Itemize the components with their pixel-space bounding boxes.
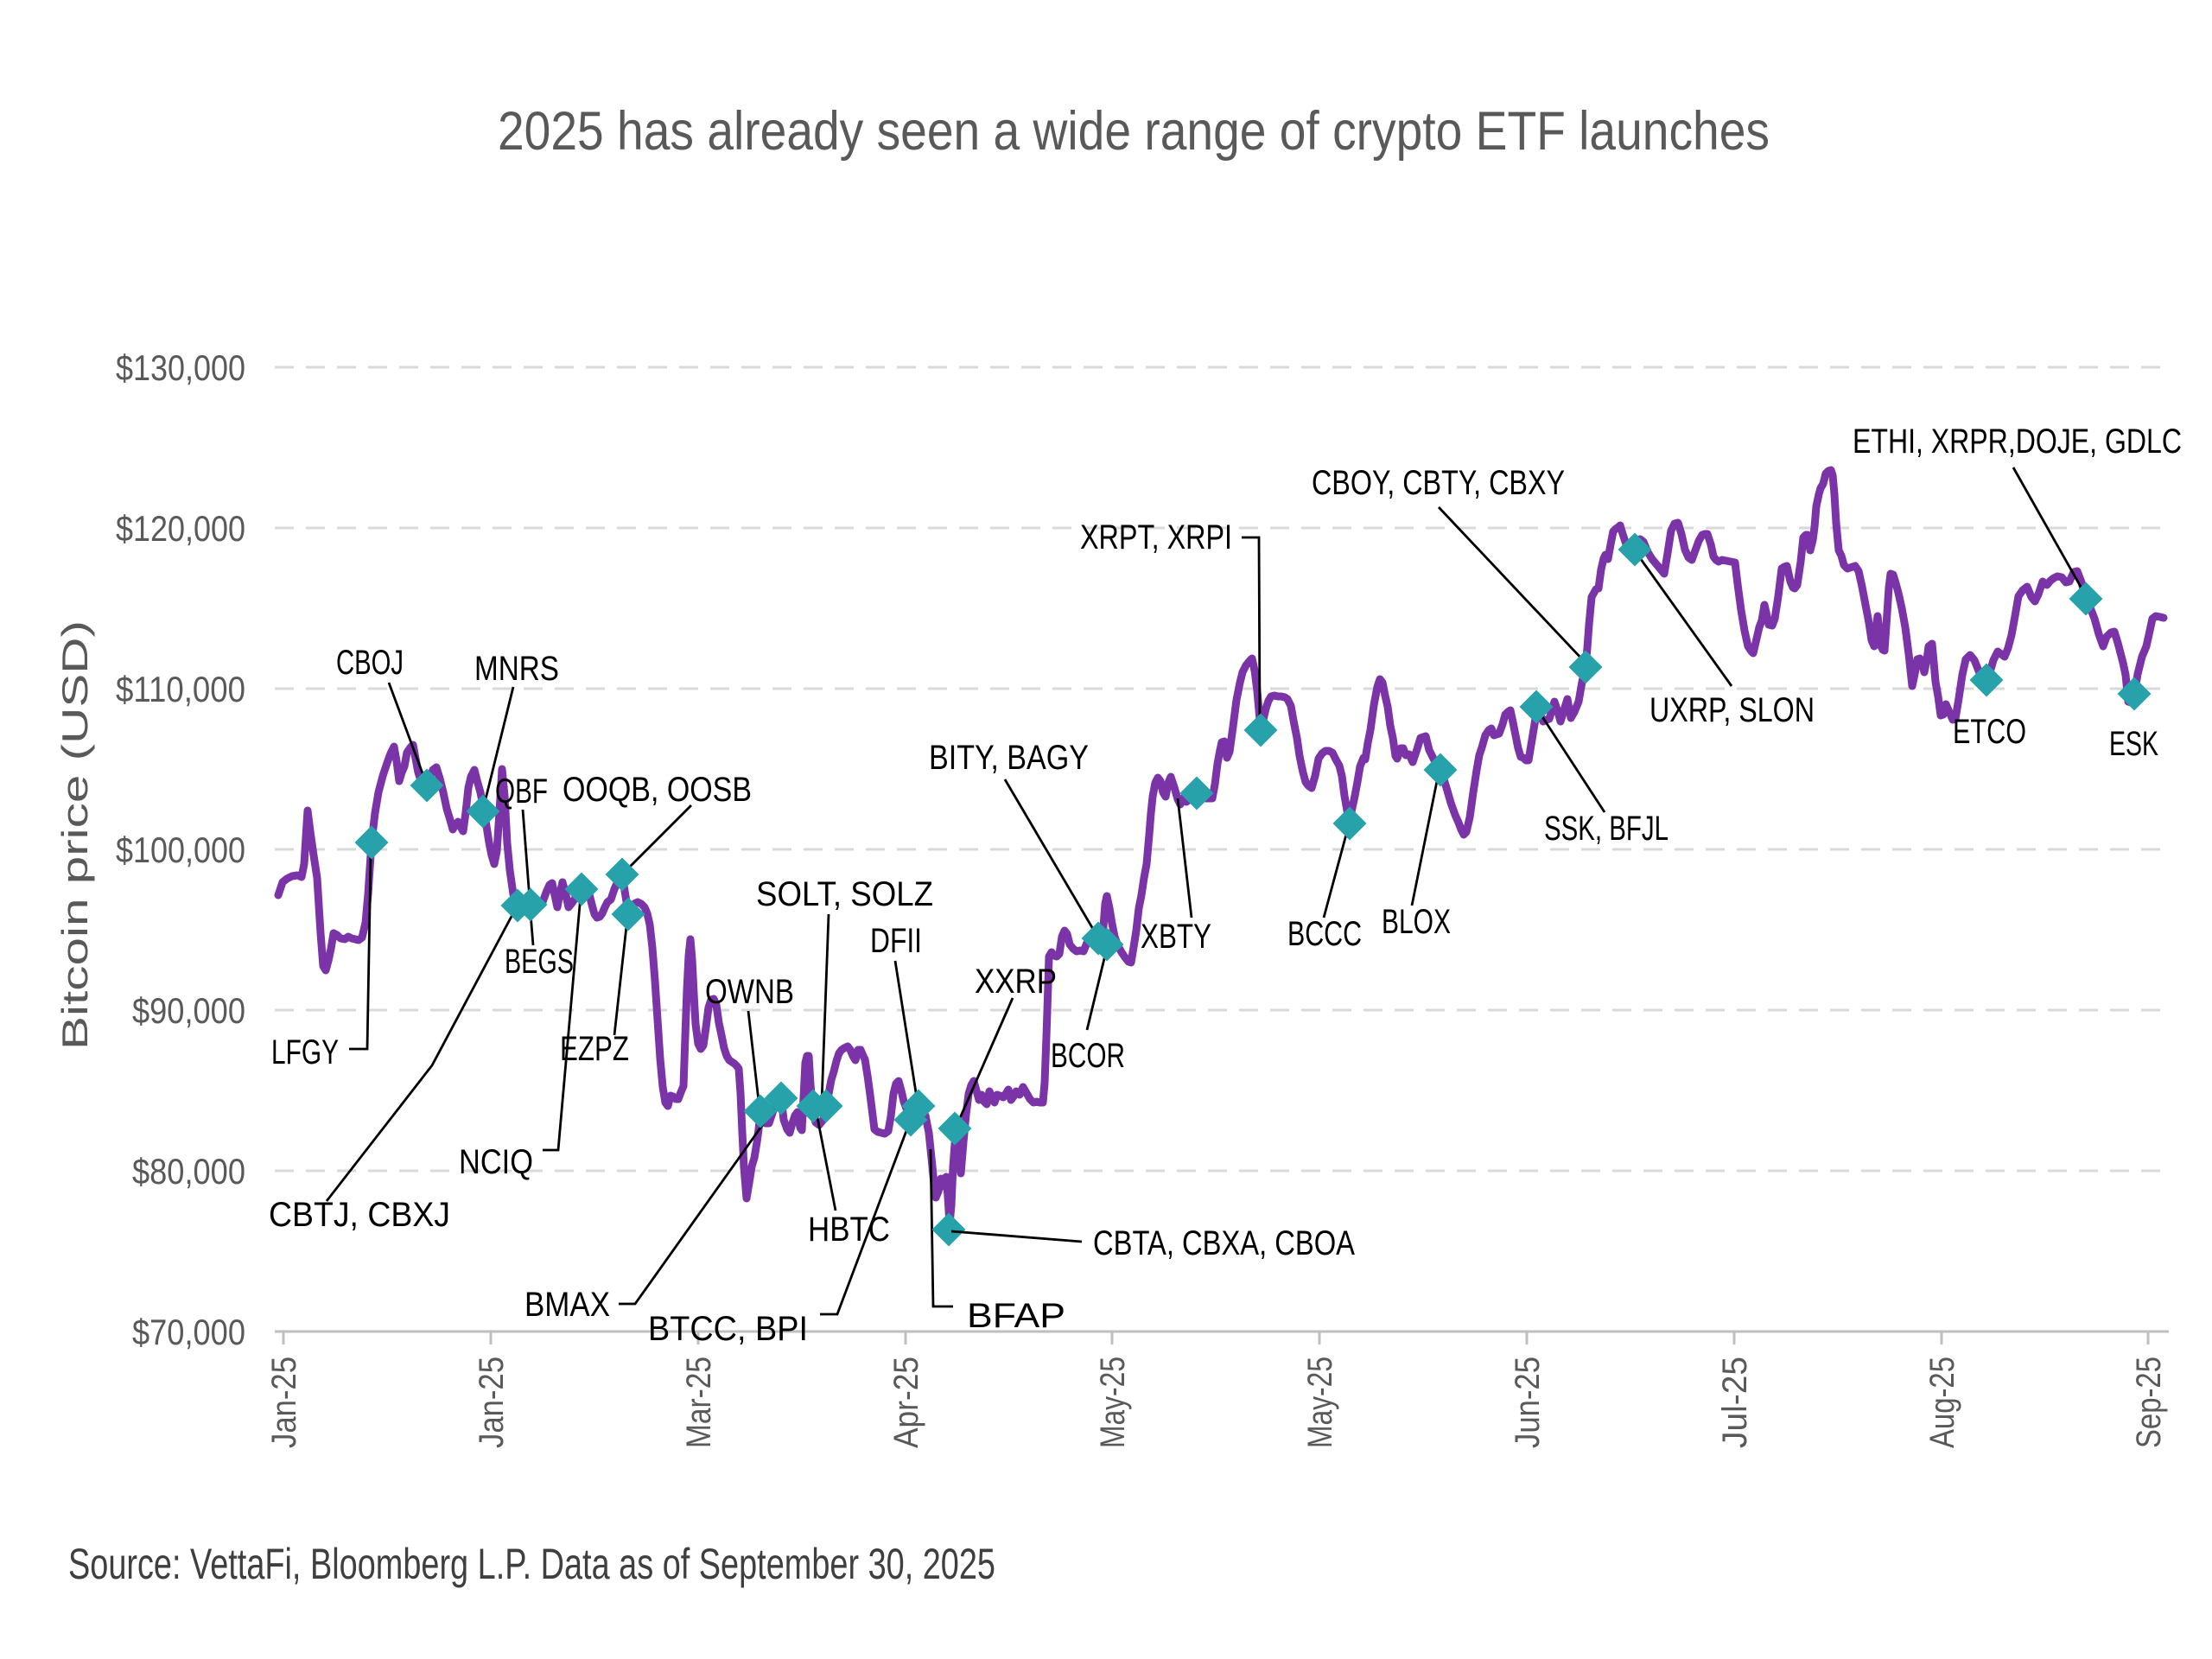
- svg-text:LFGY: LFGY: [271, 1033, 339, 1071]
- svg-text:QBF: QBF: [495, 772, 548, 810]
- svg-text:MNRS: MNRS: [474, 650, 559, 688]
- svg-text:$120,000: $120,000: [116, 508, 245, 549]
- svg-text:UXRP, SLON: UXRP, SLON: [1649, 691, 1815, 729]
- svg-text:Jul-25: Jul-25: [1716, 1357, 1754, 1448]
- svg-text:$130,000: $130,000: [116, 347, 245, 388]
- svg-text:Mar-25: Mar-25: [680, 1357, 718, 1448]
- svg-text:BLOX: BLOX: [1382, 903, 1451, 941]
- svg-text:EZPZ: EZPZ: [560, 1030, 629, 1068]
- svg-text:$90,000: $90,000: [132, 990, 245, 1031]
- svg-text:BEGS: BEGS: [505, 943, 574, 981]
- svg-text:$80,000: $80,000: [132, 1151, 245, 1192]
- svg-text:XRPT, XRPI: XRPT, XRPI: [1080, 518, 1232, 556]
- svg-text:XBTY: XBTY: [1141, 918, 1211, 956]
- svg-text:Jan-25: Jan-25: [473, 1357, 511, 1448]
- svg-text:BITY, BAGY: BITY, BAGY: [929, 739, 1089, 777]
- svg-text:BFAP: BFAP: [967, 1297, 1065, 1335]
- svg-text:HBTC: HBTC: [808, 1211, 890, 1249]
- svg-text:Apr-25: Apr-25: [887, 1357, 925, 1448]
- svg-text:XXRP: XXRP: [975, 963, 1057, 1001]
- svg-text:ESK: ESK: [2109, 725, 2158, 763]
- svg-text:Sep-25: Sep-25: [2130, 1357, 2168, 1448]
- svg-text:SOLT, SOLZ: SOLT, SOLZ: [756, 875, 933, 913]
- svg-text:SSK, BFJL: SSK, BFJL: [1544, 810, 1669, 848]
- svg-text:BTCC, BPI: BTCC, BPI: [648, 1310, 808, 1348]
- svg-text:Bitcoin price (USD): Bitcoin price (USD): [54, 620, 95, 1050]
- svg-text:Source: VettaFi, Bloomberg L.P: Source: VettaFi, Bloomberg L.P. Data as …: [68, 1540, 995, 1588]
- svg-text:ETCO: ETCO: [1953, 713, 2026, 751]
- svg-text:BCCC: BCCC: [1287, 915, 1362, 953]
- svg-text:Aug-25: Aug-25: [1923, 1357, 1961, 1448]
- svg-text:May-25: May-25: [1094, 1357, 1132, 1448]
- svg-text:$110,000: $110,000: [116, 669, 245, 709]
- svg-text:OWNB: OWNB: [705, 973, 794, 1011]
- svg-text:CBOY, CBTY, CBXY: CBOY, CBTY, CBXY: [1312, 464, 1565, 502]
- svg-text:Jun-25: Jun-25: [1509, 1357, 1547, 1448]
- svg-text:NCIQ: NCIQ: [459, 1143, 533, 1181]
- svg-text:CBOJ: CBOJ: [336, 644, 404, 682]
- svg-text:$70,000: $70,000: [132, 1312, 245, 1352]
- svg-text:BCOR: BCOR: [1051, 1037, 1125, 1075]
- svg-text:CBTJ, CBXJ: CBTJ, CBXJ: [269, 1196, 450, 1234]
- svg-text:OOQB, OOSB: OOQB, OOSB: [563, 771, 752, 809]
- svg-text:BMAX: BMAX: [524, 1286, 610, 1324]
- svg-text:Jan-25: Jan-25: [265, 1357, 303, 1448]
- svg-text:$100,000: $100,000: [116, 830, 245, 870]
- svg-text:CBTA, CBXA, CBOA: CBTA, CBXA, CBOA: [1093, 1224, 1355, 1262]
- svg-text:DFII: DFII: [870, 922, 922, 960]
- svg-text:ETHI, XRPR,DOJE, GDLC: ETHI, XRPR,DOJE, GDLC: [1853, 423, 2182, 461]
- svg-text:May-25: May-25: [1301, 1357, 1339, 1448]
- svg-text:2025 has already seen a wide r: 2025 has already seen a wide range of cr…: [498, 101, 1770, 162]
